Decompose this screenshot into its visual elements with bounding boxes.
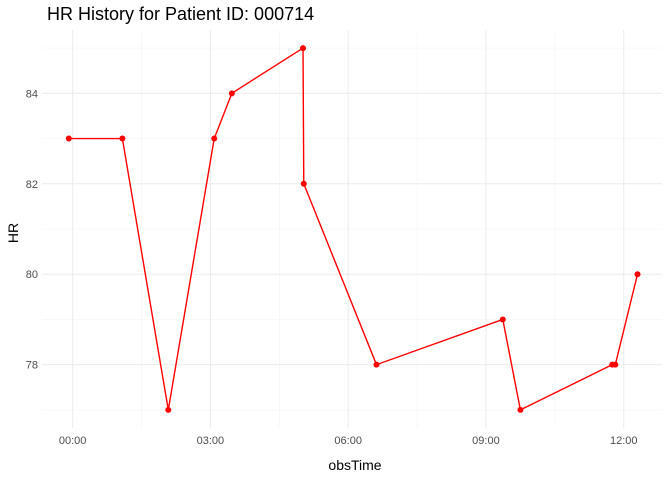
- hr-data-point: [228, 90, 235, 97]
- hr-data-point: [499, 316, 506, 323]
- x-tick-label: 09:00: [472, 435, 500, 447]
- hr-data-point: [373, 361, 380, 368]
- y-tick-label: 80: [26, 269, 38, 281]
- hr-data-point: [165, 406, 172, 413]
- hr-data-point: [65, 135, 72, 142]
- x-tick-label: 06:00: [334, 435, 362, 447]
- y-axis-title: HR: [5, 223, 21, 243]
- x-axis-title: obsTime: [328, 457, 381, 473]
- x-tick-label: 00:00: [59, 435, 87, 447]
- hr-data-point: [300, 45, 307, 52]
- hr-data-point: [119, 135, 126, 142]
- x-tick-label: 03:00: [197, 435, 225, 447]
- axis-layer: 00:00 03:00 06:00 09:00 12:00 78 80 82 84: [26, 88, 638, 447]
- y-tick-label: 82: [26, 179, 38, 191]
- hr-data-point: [612, 361, 619, 368]
- y-tick-label: 78: [26, 360, 38, 372]
- x-tick-label: 12:00: [610, 435, 638, 447]
- hr-data-point: [517, 406, 524, 413]
- hr-data-point: [300, 180, 307, 187]
- hr-data-point: [211, 135, 218, 142]
- grid-layer: [42, 30, 662, 428]
- hr-data-point: [634, 271, 641, 278]
- series-layer: [65, 45, 641, 413]
- y-tick-label: 84: [26, 88, 38, 100]
- chart-title: HR History for Patient ID: 000714: [47, 4, 314, 24]
